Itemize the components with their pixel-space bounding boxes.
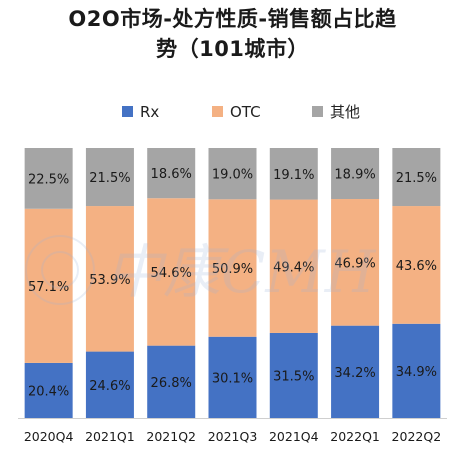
bar-segment-OTC [269,199,318,333]
data-label: 31.5% [273,369,314,384]
data-label: 21.5% [396,171,437,186]
bar-stack-2022Q1: 34.2% 46.9% 18.9% [331,148,380,418]
data-label: 49.4% [273,260,314,275]
data-label: 50.9% [212,262,253,277]
bar-segment-Rx [269,332,318,418]
legend-label: OTC [230,103,261,121]
data-label: 22.5% [28,172,69,187]
bar-segment-其他 [208,148,257,200]
bar-segment-OTC [24,208,73,363]
watermark-layer: 中康CMH [25,235,377,306]
data-label: 19.1% [273,168,314,183]
bar-segment-OTC [392,206,441,324]
data-label: 18.6% [151,167,192,182]
legend-swatch [212,106,223,117]
bar-stack-2020Q4: 20.4% 57.1% 22.5% [24,148,73,418]
legend-label: Rx [140,103,159,121]
chart-legend: Rx OTC 其他 [122,103,360,121]
x-axis: 2020Q4 2021Q1 2021Q2 2021Q3 2021Q4 2022Q1 2022… [18,418,447,444]
bar-stack-2022Q2: 34.9% 43.6% 21.5% [392,148,441,418]
data-label: 24.6% [89,379,130,394]
bar-segment-Rx [147,345,196,418]
bar-area: 20.4% 57.1% 22.5% 24.6% 53.9% 21.5% 26.8% 54.6%… [24,148,441,418]
bar-segment-Rx [85,351,134,418]
legend-item-0: Rx [122,103,159,121]
watermark-text: 中康CMH [105,238,377,306]
chart-title: O2O市场-处方性质-销售额占比趋 势（101城市） [0,4,465,64]
data-label: 46.9% [334,256,375,271]
data-label: 20.4% [28,384,69,399]
bar-stack-2021Q4: 31.5% 49.4% 19.1% [269,148,318,418]
data-label: 18.9% [334,168,375,183]
bar-segment-OTC [208,199,257,337]
bar-segment-其他 [24,148,73,209]
data-label: 21.5% [89,171,130,186]
bar-segment-其他 [331,148,380,200]
bar-stack-2021Q1: 24.6% 53.9% 21.5% [85,148,134,418]
bar-segment-其他 [85,148,134,207]
legend-item-2: 其他 [312,103,360,121]
bar-segment-OTC [147,198,196,346]
data-label: 30.1% [212,371,253,386]
data-label: 34.2% [334,366,375,381]
legend-label: 其他 [330,103,360,121]
x-tick-label: 2021Q2 [146,429,196,444]
data-label: 53.9% [89,273,130,288]
legend-swatch [312,106,323,117]
chart-title-line-2: 势（101城市） [156,37,309,61]
data-label: 43.6% [396,259,437,274]
data-label: 57.1% [28,280,69,295]
chart-title-line-1: O2O市场-处方性质-销售额占比趋 [68,7,397,31]
bar-segment-Rx [24,362,73,418]
bar-segment-OTC [331,199,380,326]
bar-segment-Rx [331,325,380,418]
x-tick-label: 2022Q1 [330,429,380,444]
data-label: 34.9% [396,365,437,380]
data-label: 54.6% [151,266,192,281]
bar-segment-Rx [208,336,257,418]
bar-segment-其他 [392,148,441,207]
legend-swatch [122,106,133,117]
x-tick-label: 2020Q4 [24,429,74,444]
watermark: 中康CMH [25,235,377,306]
x-tick-label: 2021Q1 [85,429,135,444]
bar-segment-OTC [85,206,134,352]
bar-segment-其他 [147,148,196,199]
bar-stack-2021Q2: 26.8% 54.6% 18.6% [147,148,196,418]
x-tick-label: 2021Q3 [208,429,258,444]
bar-stack-2021Q3: 30.1% 50.9% 19.0% [208,148,257,418]
bar-segment-其他 [269,148,318,200]
x-tick-label: 2022Q2 [392,429,442,444]
legend-item-1: OTC [212,103,261,121]
data-label: 19.0% [212,168,253,183]
x-tick-label: 2021Q4 [269,429,319,444]
data-label: 26.8% [151,376,192,391]
bar-segment-Rx [392,323,441,418]
